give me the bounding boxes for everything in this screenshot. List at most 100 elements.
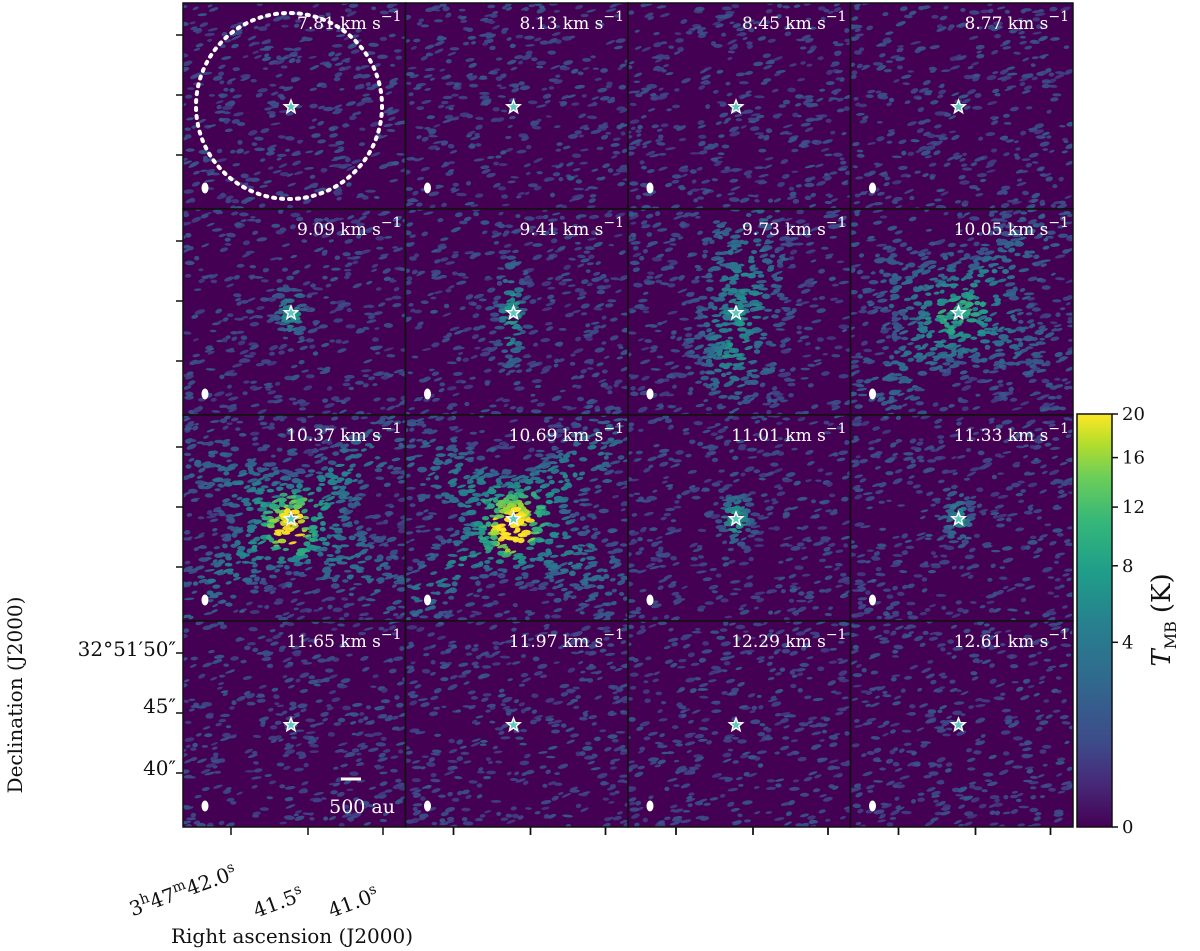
beam-ellipse [869,182,876,194]
protostar-marker [504,510,523,527]
protostar-marker [282,98,300,115]
x-tick-label: 41.5s [250,881,307,922]
panel-ticks [176,34,183,156]
beam-ellipse [201,594,209,606]
velocity-label: 12.61 km s−1 [954,627,1069,652]
velocity-label: 11.01 km s−1 [731,421,846,446]
y-tick-label: 40″ [143,756,176,780]
beam-ellipse [869,800,876,812]
colorbar-bar [1076,413,1113,828]
channel-panel: 8.13 km s−1 [404,2,629,210]
channel-panel: 9.09 km s−1 [176,208,407,416]
velocity-label: 8.45 km s−1 [742,9,846,34]
protostar-marker [282,510,300,527]
channel-panel: 10.05 km s−1 [849,208,1074,416]
panel-ticks [176,446,183,568]
panel-image [405,3,628,209]
channel-panel: 11.01 km s−1 [627,414,852,622]
channel-panel: 10.69 km s−1 [404,414,629,622]
protostar-marker [504,716,523,733]
beam-ellipse [201,388,209,400]
protostar-marker [727,510,745,527]
channel-panel: 11.65 km s−1 500 au [176,620,407,835]
velocity-label: 9.73 km s−1 [742,215,846,240]
panel-ticks [176,652,384,835]
protostar-marker [727,98,745,115]
beam-ellipse [201,182,209,194]
panel-ticks [675,827,829,835]
channel-panel: 8.77 km s−1 [849,2,1074,210]
panel-ticks [897,827,1052,835]
beam-ellipse [869,594,876,606]
channel-panel: 8.45 km s−1 [627,2,852,210]
channel-panel: 9.73 km s−1 [627,208,852,416]
scale-bar-label: 500 au [329,796,395,818]
colorbar-tick-label: 8 [1122,556,1133,577]
channel-panel: 11.33 km s−1 [849,414,1074,622]
x-tick-label: 41.0s [325,881,382,922]
panel-ticks [176,240,183,362]
colorbar-tick-label: 20 [1122,404,1145,425]
protostar-marker [504,304,523,321]
colorbar-ticks: 0 4 8 12 16 20 [1112,404,1145,838]
velocity-label: 9.41 km s−1 [520,215,624,240]
y-axis-label: Declination (J2000) [3,597,27,794]
protostar-marker [727,716,745,733]
channel-panel: 12.29 km s−1 [627,620,852,835]
velocity-label: 11.65 km s−1 [286,627,401,652]
beam-ellipse [201,800,209,812]
channel-panel: 12.61 km s−1 [849,620,1074,835]
velocity-label: 8.13 km s−1 [520,9,624,34]
beam-ellipse [646,388,654,400]
channel-panel: 9.41 km s−1 [404,208,629,416]
protostar-marker [949,304,968,321]
colorbar-tick-label: 16 [1122,448,1145,469]
colorbar-tick-label: 4 [1122,632,1133,653]
beam-ellipse [424,388,431,400]
panel-image [628,415,851,621]
beam-ellipse [646,800,654,812]
protostar-marker [504,98,523,115]
y-tick-label: 45″ [143,694,176,718]
protostar-marker [949,510,968,527]
panel-image [405,621,628,827]
beam-ellipse [646,594,654,606]
protostar-marker [282,304,300,321]
colorbar: 0 4 8 12 16 20 TMB(K) [1076,404,1180,838]
velocity-label: 11.33 km s−1 [954,421,1069,446]
colorbar-tick-label: 12 [1122,497,1145,518]
primary-beam-circle [194,11,384,201]
protostar-marker [282,716,300,733]
colorbar-title: TMB(K) [1147,573,1180,666]
panel-ticks [452,827,607,835]
protostar-marker [949,716,968,733]
y-tick-label: 32°51′50″ [78,637,176,661]
beam-ellipse [424,182,431,194]
beam-ellipse [869,388,876,400]
protostar-marker [727,304,745,321]
channel-panels: 7.81 km s−1 8.13 km s−1 8.45 km s−1 8.77 km… [176,2,1074,835]
panel-image [405,209,628,415]
velocity-label: 12.29 km s−1 [731,627,846,652]
velocity-label: 10.37 km s−1 [286,421,401,446]
channel-panel: 7.81 km s−1 [176,2,407,210]
protostar-marker [949,98,968,115]
velocity-label: 9.09 km s−1 [297,215,401,240]
panel-image [628,621,851,827]
panel-image [183,415,406,621]
velocity-label: 10.69 km s−1 [509,421,624,446]
panel-image [183,209,406,415]
beam-ellipse [646,182,654,194]
panel-image [183,3,406,209]
channel-panel: 10.37 km s−1 [176,414,407,622]
x-axis-label: Right ascension (J2000) [171,924,413,948]
velocity-label: 10.05 km s−1 [954,215,1069,240]
panel-frame [849,620,1074,828]
beam-ellipse [424,594,431,606]
x-tick-label: 3h47m42.0s [126,859,240,921]
velocity-label: 11.97 km s−1 [509,627,624,652]
colorbar-tick-label: 0 [1122,817,1133,838]
beam-ellipse [424,800,431,812]
channel-panel: 11.97 km s−1 [404,620,629,835]
